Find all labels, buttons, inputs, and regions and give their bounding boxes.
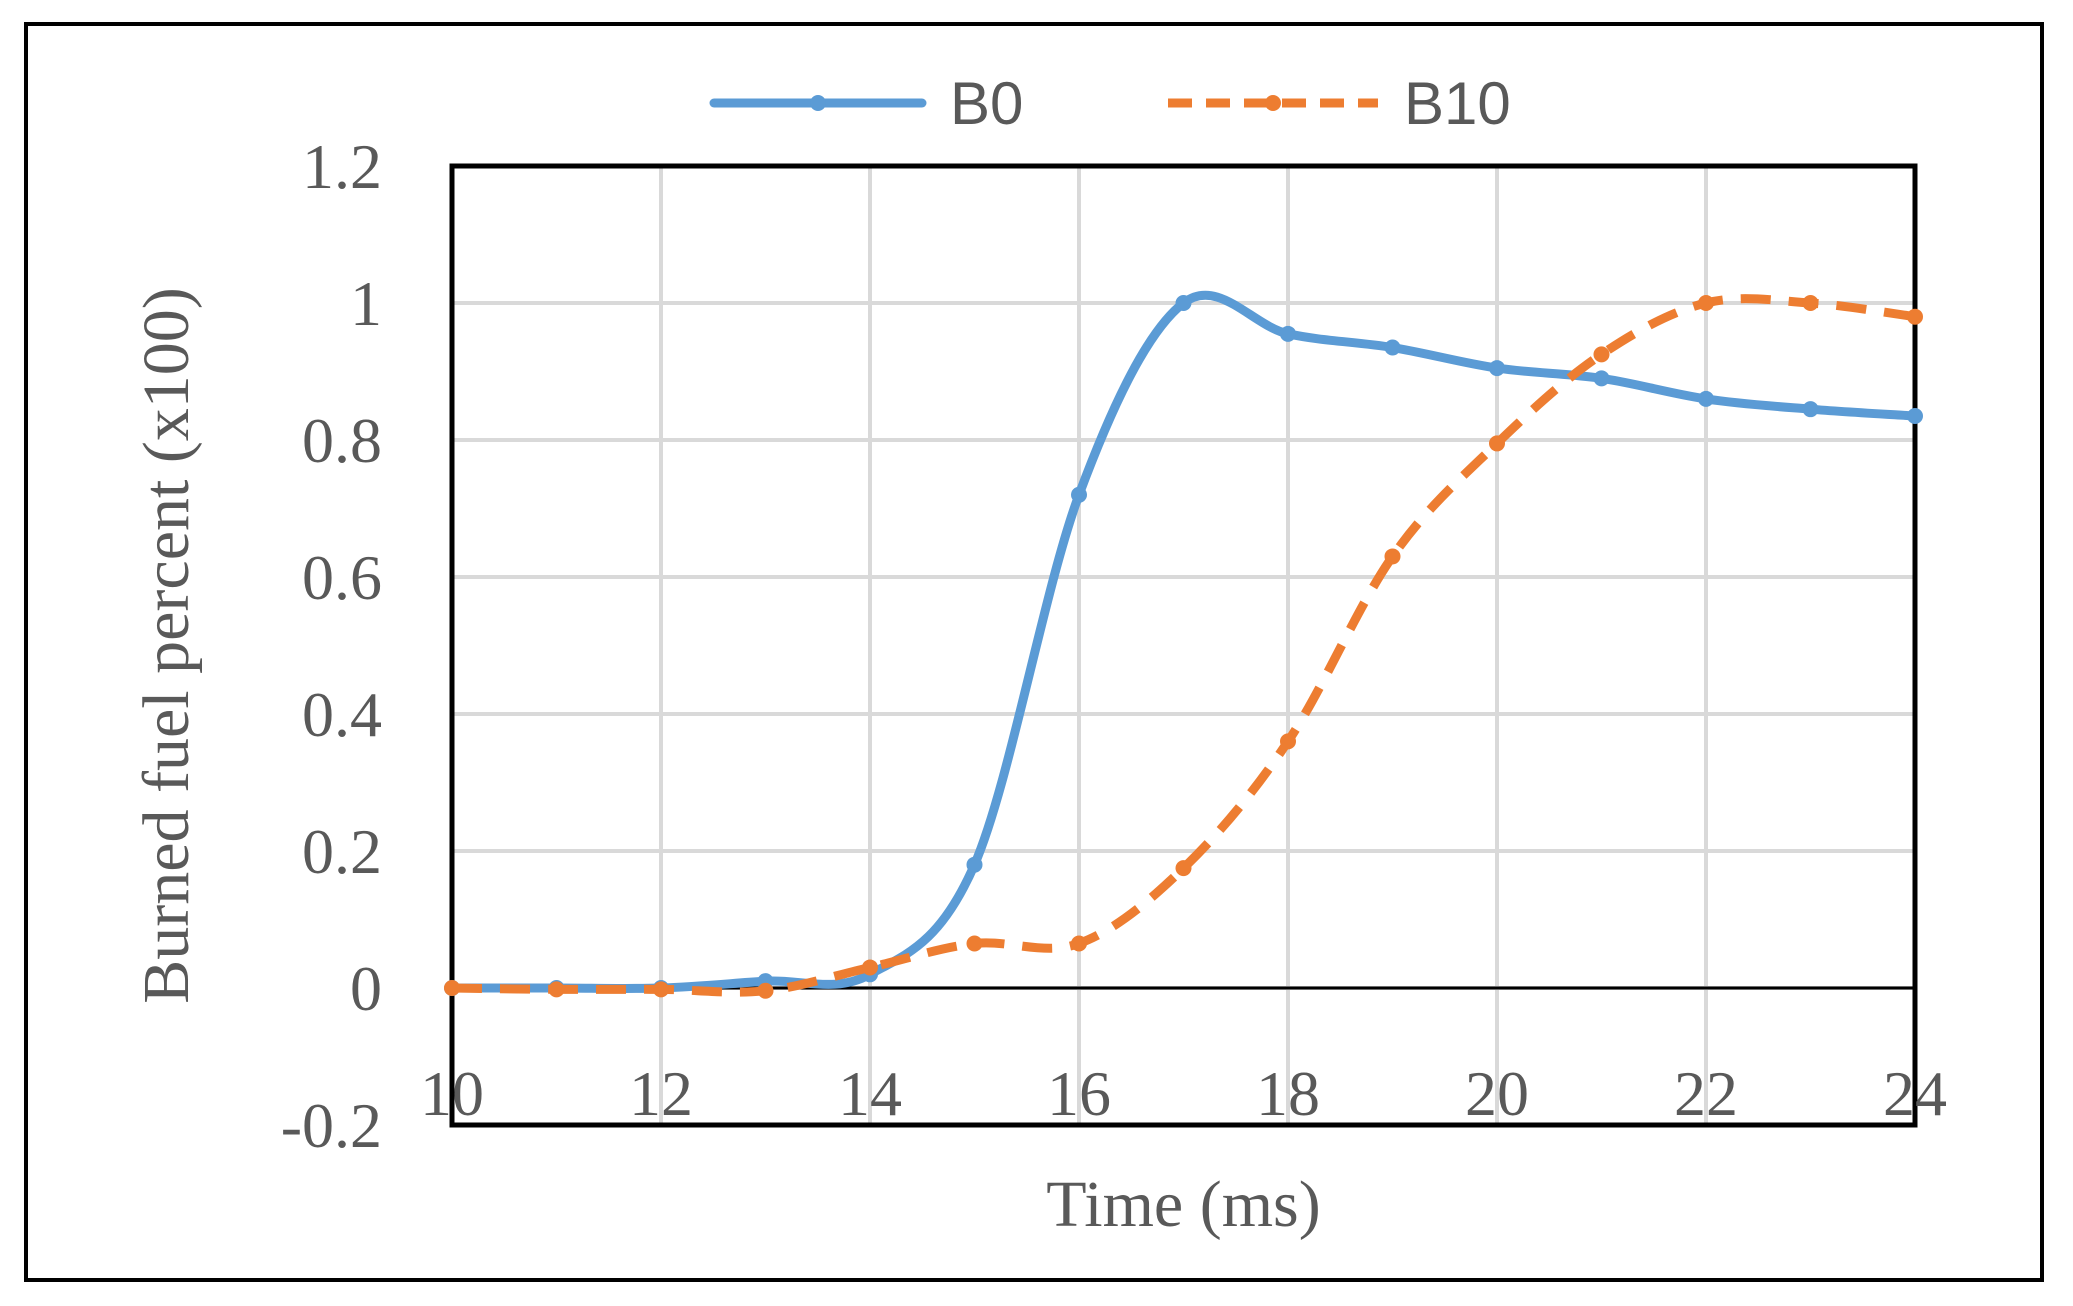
- data-point-b10: [1280, 733, 1296, 750]
- data-point-b0: [1802, 401, 1819, 418]
- data-point-b10: [1071, 935, 1087, 952]
- data-point-b10: [757, 982, 774, 999]
- data-point-b0: [1175, 295, 1192, 311]
- x-axis-title: Time (ms): [1046, 1168, 1320, 1241]
- data-point-b0: [1698, 390, 1714, 407]
- data-point-b0: [1071, 486, 1087, 503]
- data-point-b10: [862, 959, 878, 976]
- data-point-b0: [1280, 325, 1296, 342]
- series-line-b10: [451, 294, 1916, 997]
- y-tick-label: 1.2: [302, 131, 382, 202]
- data-point-b10: [548, 981, 565, 998]
- y-tick-label: 0.2: [302, 816, 382, 887]
- data-point-b0: [1489, 360, 1505, 377]
- series-layer: [444, 290, 1923, 999]
- x-tick-label: 16: [1047, 1058, 1111, 1129]
- data-point-b0: [966, 856, 983, 873]
- y-tick-label: 0.6: [302, 542, 382, 613]
- data-point-b10: [653, 981, 669, 998]
- data-point-b10: [1698, 295, 1714, 311]
- data-point-b10: [1384, 548, 1401, 565]
- x-tick-label: 24: [1883, 1058, 1947, 1129]
- x-tick-label: 10: [420, 1058, 484, 1129]
- legend-label-b10: B10: [1404, 70, 1511, 137]
- data-point-b10: [1802, 295, 1819, 311]
- y-tick-label: 0.4: [302, 679, 382, 750]
- legend: B0 B10: [709, 70, 1511, 137]
- x-tick-labels: 10 12 14 16 18 20 22 24: [420, 1058, 1947, 1129]
- series-line-b0: [447, 290, 1920, 994]
- x-tick-label: 20: [1465, 1058, 1529, 1129]
- data-point-b10: [1489, 435, 1505, 452]
- x-tick-label: 18: [1256, 1058, 1320, 1129]
- y-tick-label: 1: [350, 268, 382, 339]
- legend-label-b0: B0: [950, 70, 1023, 137]
- y-tick-label: 0: [350, 953, 382, 1024]
- data-point-b0: [1593, 370, 1610, 387]
- y-tick-label: -0.2: [281, 1090, 382, 1161]
- y-tick-label: 0.8: [302, 405, 382, 476]
- data-point-b10: [1593, 346, 1610, 363]
- data-point-b0: [1384, 339, 1401, 356]
- x-tick-label: 14: [838, 1058, 902, 1129]
- plot-area-border: [449, 163, 1918, 1128]
- data-point-b0: [1907, 408, 1923, 425]
- legend-marker-b0: [810, 95, 826, 111]
- y-axis-title: Burned fuel percent (x100): [130, 287, 203, 1004]
- legend-marker-b10: [1265, 95, 1281, 111]
- y-tick-labels: -0.2 0 0.2 0.4 0.6 0.8 1 1.2: [281, 131, 382, 1161]
- data-point-b10: [1907, 308, 1923, 325]
- data-point-b10: [444, 980, 460, 996]
- data-point-b10: [1175, 860, 1192, 877]
- x-tick-label: 12: [629, 1058, 693, 1129]
- x-tick-label: 22: [1674, 1058, 1738, 1129]
- data-point-b10: [966, 935, 983, 952]
